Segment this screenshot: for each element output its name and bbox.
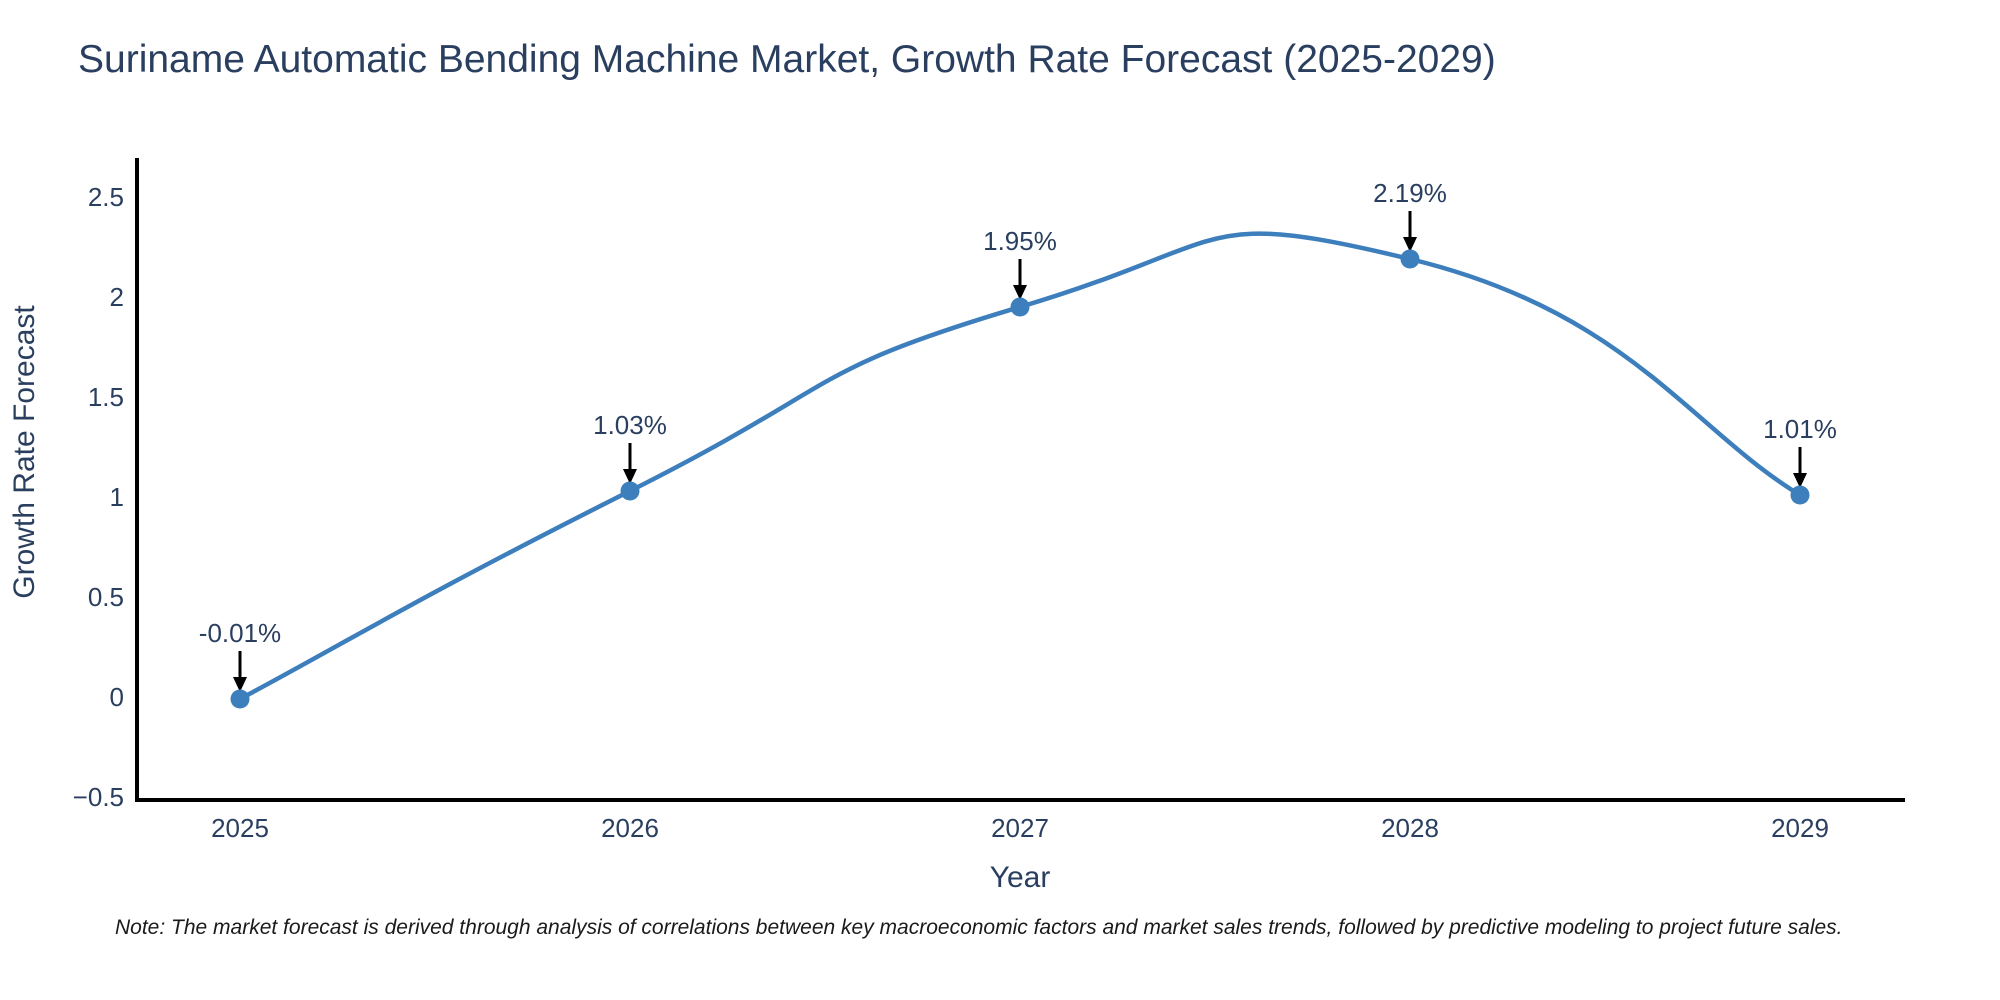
- annotation-arrow-head: [233, 677, 247, 692]
- data-point-marker[interactable]: [620, 481, 640, 501]
- data-point-marker[interactable]: [230, 689, 250, 709]
- annotation-label: 1.01%: [1763, 414, 1837, 444]
- y-tick-label: 1: [110, 482, 124, 512]
- x-tick-label: 2026: [601, 813, 659, 843]
- annotation-arrow-head: [1793, 473, 1807, 488]
- annotation-label: 1.95%: [983, 226, 1057, 256]
- annotation-arrow-head: [623, 469, 637, 484]
- footnote: Note: The market forecast is derived thr…: [115, 916, 1843, 939]
- annotation-label: 1.03%: [593, 410, 667, 440]
- y-tick-label: 0: [110, 682, 124, 712]
- annotation-label: 2.19%: [1373, 178, 1447, 208]
- x-tick-label: 2028: [1381, 813, 1439, 843]
- data-point-marker[interactable]: [1790, 485, 1810, 505]
- y-tick-label: 2: [110, 282, 124, 312]
- data-point-marker[interactable]: [1010, 297, 1030, 317]
- annotation-arrow-head: [1013, 285, 1027, 300]
- annotation-arrow-head: [1403, 237, 1417, 252]
- x-axis-title: Year: [989, 861, 1051, 894]
- x-tick-label: 2029: [1771, 813, 1829, 843]
- x-tick-label: 2027: [991, 813, 1049, 843]
- y-tick-label: 2.5: [88, 182, 124, 212]
- annotation-label: -0.01%: [199, 618, 281, 648]
- x-tick-label: 2025: [211, 813, 269, 843]
- chart-title: Suriname Automatic Bending Machine Marke…: [78, 38, 1496, 81]
- y-tick-label: −0.5: [73, 782, 124, 812]
- y-tick-label: 0.5: [88, 582, 124, 612]
- y-tick-label: 1.5: [88, 382, 124, 412]
- data-point-marker[interactable]: [1400, 249, 1420, 269]
